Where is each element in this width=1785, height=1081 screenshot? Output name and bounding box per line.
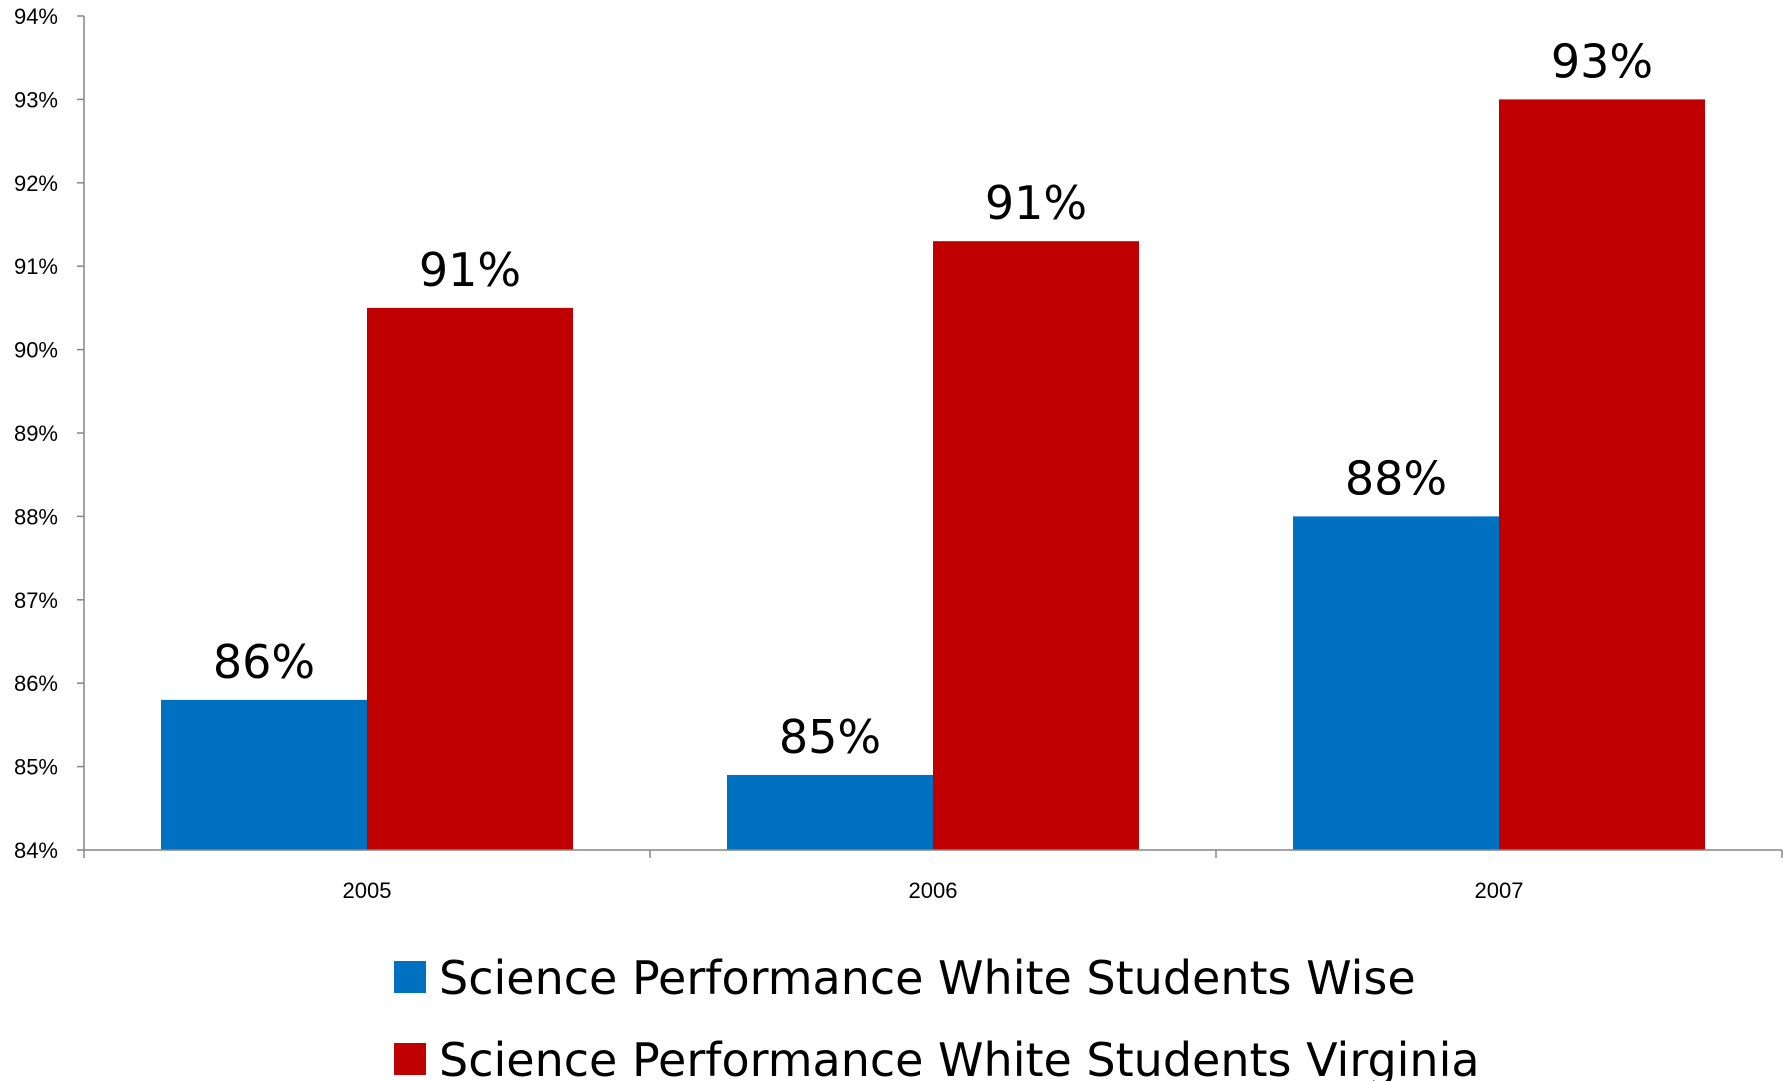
data-label: 88%: [1345, 451, 1447, 505]
data-label: 86%: [213, 635, 315, 689]
x-tick-label: 2007: [1475, 878, 1524, 903]
bar-virginia-2007: [1499, 99, 1705, 850]
data-label: 91%: [985, 176, 1087, 230]
y-tick-label: 91%: [14, 254, 58, 279]
data-label: 93%: [1551, 34, 1653, 88]
axis-layer: 84% 85% 86% 87% 88% 89% 90% 91% 92% 93% 94% 2005 200…: [14, 4, 1783, 903]
y-tick-label: 84%: [14, 838, 58, 863]
x-tick-label: 2006: [909, 878, 958, 903]
data-label: 85%: [779, 710, 881, 764]
x-tick-label: 2005: [343, 878, 392, 903]
y-tick-label: 86%: [14, 671, 58, 696]
bar-wise-2005: [161, 699, 367, 850]
y-tick-label: 88%: [14, 504, 58, 529]
y-tick-label: 93%: [14, 87, 58, 112]
bars-layer: [161, 99, 1705, 850]
y-tick-label: 85%: [14, 755, 58, 780]
y-tick-label: 87%: [14, 588, 58, 613]
legend: Science Performance White Students Wise S…: [394, 951, 1480, 1081]
legend-swatch: [394, 961, 426, 993]
legend-label: Science Performance White Students Wise: [439, 951, 1416, 1005]
data-labels-layer: 86% 91% 85% 91% 88% 93%: [213, 34, 1653, 764]
y-tick-label: 94%: [14, 4, 58, 29]
bar-wise-2007: [1293, 516, 1499, 850]
y-tick-label: 89%: [14, 421, 58, 446]
y-tick-label: 90%: [14, 338, 58, 363]
bar-virginia-2006: [933, 241, 1139, 850]
data-label: 91%: [419, 243, 521, 297]
bar-virginia-2005: [367, 307, 573, 850]
legend-label: Science Performance White Students Virgi…: [439, 1033, 1480, 1081]
y-tick-label: 92%: [14, 171, 58, 196]
bar-wise-2006: [727, 774, 933, 850]
legend-swatch: [394, 1043, 426, 1075]
